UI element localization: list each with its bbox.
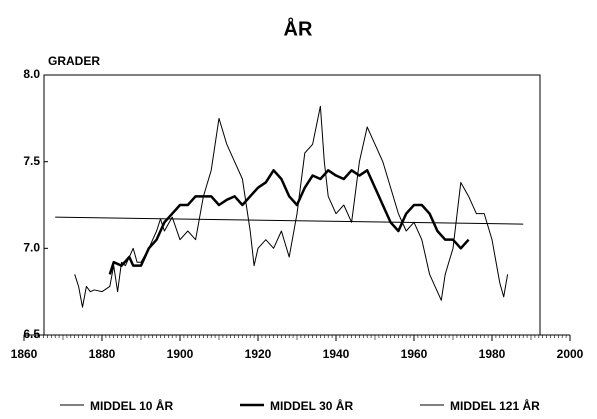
series-line (55, 216, 524, 225)
legend-label: MIDDEL 10 ÅR (90, 398, 173, 413)
legend-label: MIDDEL 121 ÅR (450, 398, 540, 413)
x-tick-label: 1980 (479, 347, 506, 361)
x-tick-label: 1920 (245, 347, 272, 361)
series-line (74, 105, 509, 308)
chart-title: ÅR (284, 16, 313, 40)
y-tick-label: 6.5 (23, 327, 40, 341)
y-tick-label: 7.0 (23, 241, 40, 255)
x-tick-label: 1960 (401, 347, 428, 361)
y-tick-label: 7.5 (23, 154, 40, 168)
legend-label: MIDDEL 30 ÅR (270, 398, 353, 413)
y-axis-label: GRADER (48, 54, 100, 68)
plot-frame (43, 74, 541, 336)
x-tick-label: 1940 (323, 347, 350, 361)
x-tick-label: 1860 (11, 347, 38, 361)
x-tick-label: 1900 (167, 347, 194, 361)
x-tick-label: 2000 (557, 347, 584, 361)
y-tick-label: 8.0 (23, 67, 40, 81)
x-tick-label: 1880 (89, 347, 116, 361)
series-line (108, 169, 470, 275)
